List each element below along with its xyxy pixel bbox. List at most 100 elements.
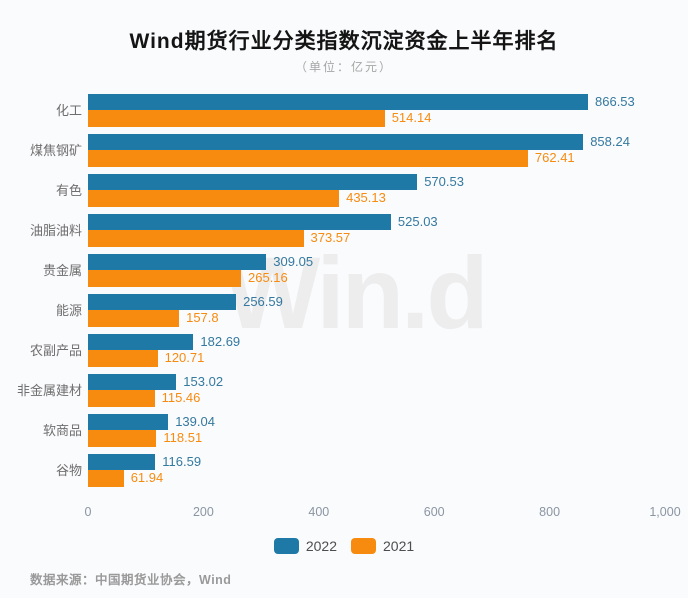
x-tick-label: 800 — [539, 505, 561, 519]
value-label-2022: 309.05 — [273, 254, 314, 269]
value-label-2021: 762.41 — [534, 150, 575, 165]
bar-line-2021: 118.51 — [88, 430, 688, 447]
bar-group: 软商品 139.04 118.51 — [0, 414, 688, 454]
bar-pair: 256.59 157.8 — [88, 294, 688, 334]
x-tick-label: 0 — [84, 505, 92, 519]
wind-watermark: Win.d — [224, 236, 489, 350]
bar-group: 谷物 116.59 61.94 — [0, 454, 688, 494]
bar-2022 — [88, 94, 588, 110]
category-label: 油脂油料 — [29, 223, 82, 238]
bar-2021 — [88, 390, 155, 407]
legend-item-2022: 2022 — [273, 538, 337, 554]
bar-2022 — [88, 334, 194, 350]
legend-label-2021: 2021 — [383, 538, 415, 554]
legend-item-2021: 2021 — [351, 538, 414, 554]
plot-area: 化工 866.53 514.14 煤焦钢矿 858.24 762.41 有色 570.53 43… — [0, 94, 688, 494]
bar-2021 — [88, 350, 158, 367]
category-label: 有色 — [55, 183, 82, 198]
bar-2021 — [88, 150, 528, 167]
bar-pair: 182.69 120.71 — [88, 334, 688, 374]
value-label-2021: 514.14 — [391, 110, 432, 125]
value-label-2022: 116.59 — [162, 454, 202, 469]
bar-group: 煤焦钢矿 858.24 762.41 — [0, 134, 688, 174]
bar-2022 — [88, 214, 391, 230]
value-label-2021: 373.57 — [310, 230, 351, 245]
x-tick-label: 1,000 — [649, 505, 681, 519]
category-label: 化工 — [55, 103, 82, 118]
bar-line-2021: 265.16 — [88, 270, 688, 287]
bar-line-2022: 139.04 — [88, 414, 688, 430]
value-label-2021: 435.13 — [346, 190, 386, 205]
bar-group: 有色 570.53 435.13 — [0, 174, 688, 214]
bar-pair: 309.05 265.16 — [88, 254, 688, 294]
value-label-2021: 157.8 — [186, 310, 219, 325]
bar-group: 非金属建材 153.02 115.46 — [0, 374, 688, 414]
bar-2021 — [88, 230, 304, 247]
bar-line-2022: 116.59 — [88, 454, 688, 470]
bar-line-2021: 762.41 — [88, 150, 688, 167]
value-label-2021: 118.51 — [163, 430, 203, 445]
value-label-2022: 866.53 — [595, 94, 635, 109]
bar-line-2021: 435.13 — [88, 190, 688, 207]
bar-pair: 858.24 762.41 — [88, 134, 688, 174]
bar-pair: 525.03 373.57 — [88, 214, 688, 254]
data-source-note: 数据来源：中国期货业协会，Wind — [30, 573, 232, 587]
bar-group: 农副产品 182.69 120.71 — [0, 334, 688, 374]
bar-2022 — [88, 294, 237, 310]
bar-line-2022: 570.53 — [88, 174, 688, 190]
bar-2022 — [88, 174, 418, 190]
bar-2022 — [88, 374, 177, 390]
value-label-2021: 120.71 — [164, 350, 205, 365]
category-label: 谷物 — [55, 463, 82, 478]
bar-line-2021: 157.8 — [88, 310, 688, 327]
value-label-2022: 182.69 — [200, 334, 241, 349]
bar-2021 — [88, 190, 340, 207]
bar-pair: 570.53 435.13 — [88, 174, 688, 214]
bar-line-2022: 153.02 — [88, 374, 688, 390]
bar-line-2022: 525.03 — [88, 214, 688, 230]
bar-line-2022: 866.53 — [88, 94, 688, 110]
bar-group: 油脂油料 525.03 373.57 — [0, 214, 688, 254]
legend-swatch-2021 — [351, 538, 376, 554]
legend-label-2022: 2022 — [305, 538, 337, 554]
bar-pair: 153.02 115.46 — [88, 374, 688, 414]
chart-title: Wind期货行业分类指数沉淀资金上半年排名 — [129, 30, 559, 53]
x-tick-label: 600 — [423, 505, 445, 519]
category-label: 能源 — [55, 303, 82, 318]
bar-2021 — [88, 270, 241, 287]
category-label: 农副产品 — [29, 343, 82, 358]
bar-line-2021: 373.57 — [88, 230, 688, 247]
value-label-2022: 570.53 — [424, 174, 464, 189]
value-label-2021: 61.94 — [130, 470, 164, 485]
value-label-2022: 256.59 — [243, 294, 283, 309]
bar-group: 能源 256.59 157.8 — [0, 294, 688, 334]
bar-2022 — [88, 254, 267, 270]
bar-line-2022: 256.59 — [88, 294, 688, 310]
bar-2022 — [88, 134, 584, 150]
bar-line-2021: 61.94 — [88, 470, 688, 487]
bar-pair: 866.53 514.14 — [88, 94, 688, 134]
bar-2022 — [88, 414, 169, 430]
legend: 2022 2021 — [0, 538, 688, 554]
legend-swatch-2022 — [273, 538, 299, 554]
bar-line-2022: 858.24 — [88, 134, 688, 150]
bar-line-2022: 182.69 — [88, 334, 688, 350]
bar-group: 贵金属 309.05 265.16 — [0, 254, 688, 294]
x-tick-label: 400 — [308, 505, 330, 519]
category-label: 贵金属 — [42, 263, 82, 278]
bar-line-2021: 120.71 — [88, 350, 688, 367]
value-label-2022: 139.04 — [175, 414, 215, 429]
bar-pair: 116.59 61.94 — [88, 454, 688, 494]
bar-2021 — [88, 430, 157, 447]
value-label-2021: 265.16 — [248, 270, 288, 285]
bar-2022 — [88, 454, 156, 470]
category-label: 非金属建材 — [16, 383, 82, 398]
x-axis: 0 200 400 600 800 1,000 — [0, 505, 688, 521]
bar-2021 — [88, 310, 180, 327]
category-label: 软商品 — [42, 423, 82, 438]
chart-subtitle: （单位：亿元） — [294, 60, 393, 74]
bar-line-2021: 514.14 — [88, 110, 688, 127]
bar-2021 — [88, 470, 124, 487]
bar-group: 化工 866.53 514.14 — [0, 94, 688, 134]
